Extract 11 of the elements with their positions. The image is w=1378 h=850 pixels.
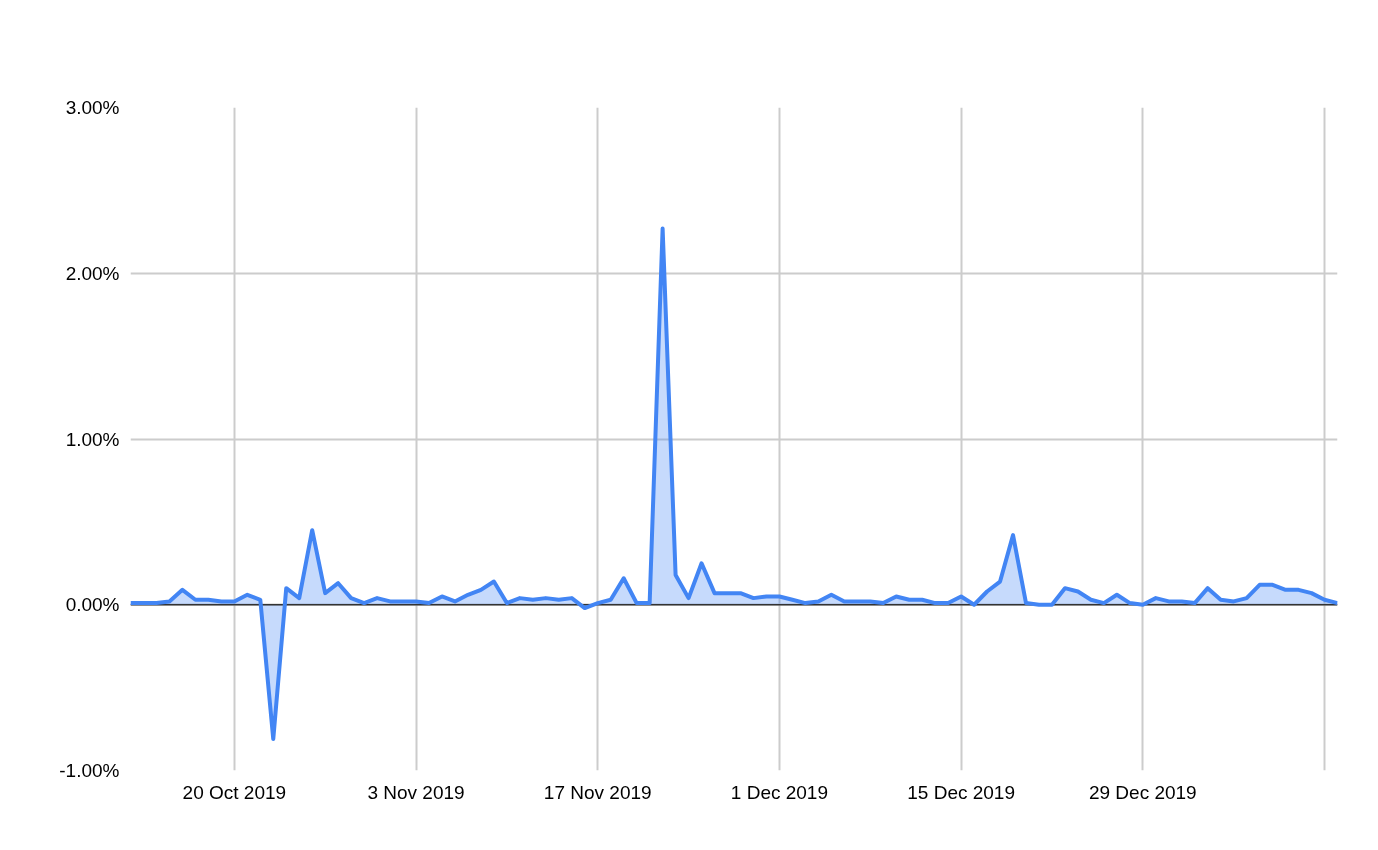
x-tick-label: 1 Dec 2019 [730, 781, 829, 803]
x-tick-label: 20 Oct 2019 [182, 781, 287, 803]
y-tick-label: 0.00% [65, 594, 120, 616]
y-tick-label: -1.00% [59, 760, 120, 781]
x-tick-label: 29 Dec 2019 [1088, 781, 1197, 803]
y-tick-label: 3.00% [65, 97, 120, 118]
y-tick-label: 1.00% [65, 428, 120, 450]
x-tick-label: 3 Nov 2019 [367, 781, 465, 803]
y-tick-label: 2.00% [65, 262, 120, 284]
x-tick-label: 17 Nov 2019 [543, 781, 652, 803]
x-tick-label: 15 Dec 2019 [907, 781, 1015, 803]
